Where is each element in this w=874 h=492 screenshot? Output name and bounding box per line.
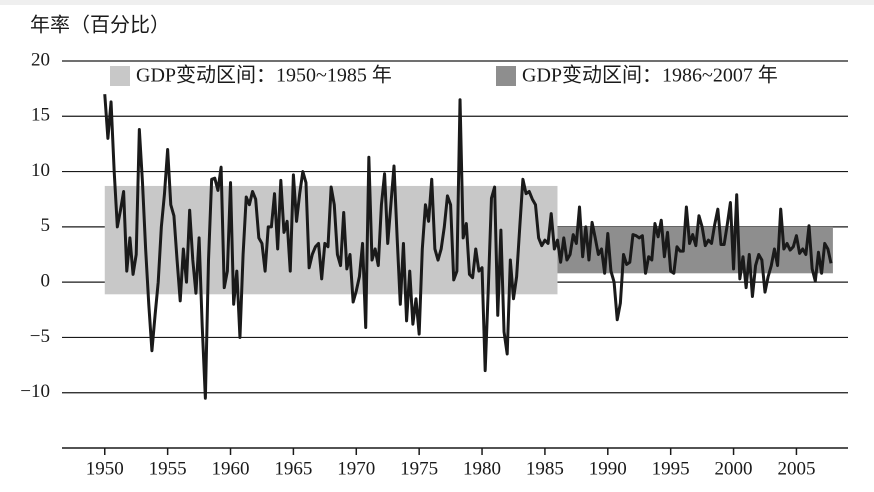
x-tick-label: 2005 xyxy=(777,458,815,479)
x-tick-label: 1950 xyxy=(86,458,124,479)
y-tick-label: 5 xyxy=(41,215,51,236)
x-tick-label: 1985 xyxy=(526,458,564,479)
x-tick-label: 1960 xyxy=(212,458,250,479)
legend-label: GDP变动区间：1950~1985 年 xyxy=(136,64,392,87)
x-tick-label: 1955 xyxy=(149,458,187,479)
y-tick-label: 15 xyxy=(31,105,50,126)
y-tick-label: 20 xyxy=(31,49,50,70)
x-tick-label: 1995 xyxy=(652,458,690,479)
y-tick-label: 0 xyxy=(41,271,51,292)
top-strip xyxy=(0,0,874,5)
legend-swatch xyxy=(496,66,516,86)
x-tick-label: 1980 xyxy=(463,458,501,479)
y-tick-label: −5 xyxy=(30,326,50,347)
y-tick-label: 10 xyxy=(31,160,50,181)
y-axis-label: 年率（百分比） xyxy=(30,14,170,37)
data-line xyxy=(103,94,833,400)
x-tick-label: 1990 xyxy=(589,458,627,479)
legend-label: GDP变动区间：1986~2007 年 xyxy=(522,64,778,87)
x-tick-label: 1970 xyxy=(337,458,375,479)
legend-swatch xyxy=(110,66,130,86)
x-tick-label: 2000 xyxy=(715,458,753,479)
x-tick-label: 1975 xyxy=(400,458,438,479)
y-tick-label: −10 xyxy=(20,381,50,402)
x-tick-label: 1965 xyxy=(274,458,312,479)
